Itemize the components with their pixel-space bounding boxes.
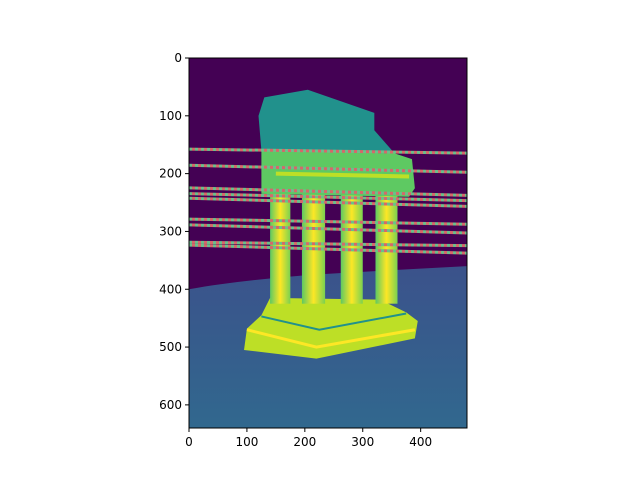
scan-lines [189, 147, 467, 255]
scan-line [189, 223, 467, 235]
scan-line [189, 243, 467, 255]
x-tick-label: 0 [185, 435, 193, 449]
scan-line [189, 196, 467, 208]
y-axis: 0 100 200 300 400 500 600 [159, 51, 189, 412]
y-tick-label: 400 [159, 282, 182, 296]
y-tick-label: 0 [174, 51, 182, 65]
temple-column [270, 186, 291, 304]
x-axis: 0 100 200 300 400 [185, 428, 432, 449]
scan-line [189, 217, 467, 226]
x-tick-label: 100 [235, 435, 258, 449]
scan-line [189, 163, 467, 174]
heatmap-image [189, 58, 467, 428]
scan-line [189, 240, 467, 248]
y-tick-label: 600 [159, 398, 182, 412]
scan-line [189, 192, 467, 203]
scan-line [189, 186, 467, 197]
x-tick-label: 300 [351, 435, 374, 449]
x-tick-label: 200 [293, 435, 316, 449]
axes-frame [188, 57, 468, 429]
y-tick-label: 500 [159, 340, 182, 354]
temple-pediment [258, 89, 395, 154]
temple-cornice [275, 171, 410, 179]
y-tick-label: 300 [159, 224, 182, 238]
temple-step [246, 328, 416, 349]
y-tick-label: 200 [159, 167, 182, 181]
temple-step [261, 312, 407, 331]
x-tick-label: 400 [409, 435, 432, 449]
y-tick-label: 100 [159, 109, 182, 123]
scan-line [189, 147, 467, 155]
